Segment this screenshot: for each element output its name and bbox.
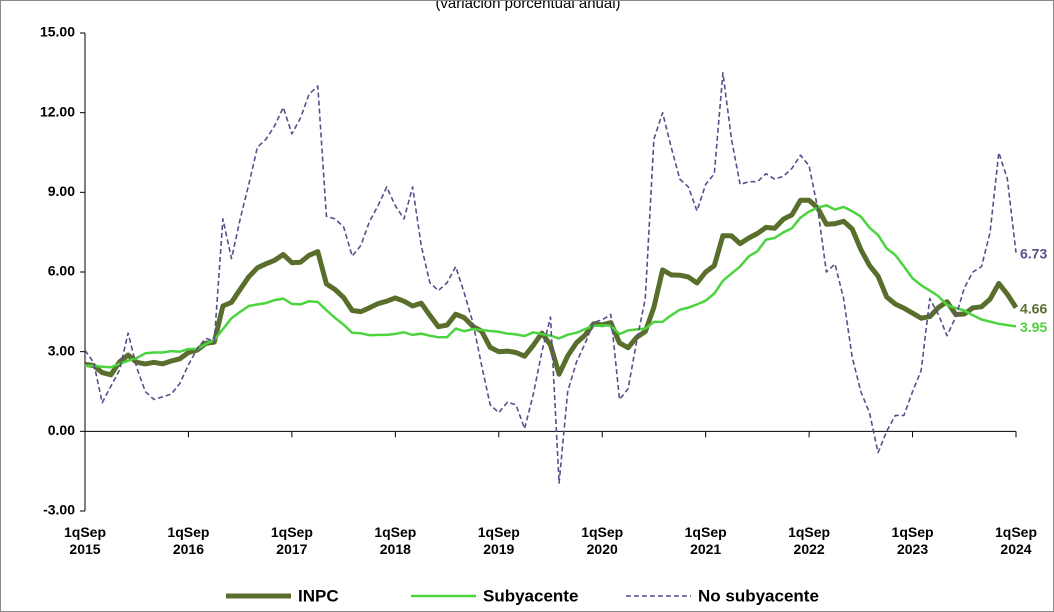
chart-subtitle: (variación porcentual anual) bbox=[435, 1, 620, 12]
x-tick-label: 1qSep 2020 bbox=[581, 524, 624, 557]
x-tick-label: 1qSep 2021 bbox=[684, 524, 727, 557]
y-tick-label: 12.00 bbox=[40, 103, 75, 119]
x-tick-label: 1qSep 2019 bbox=[477, 524, 520, 557]
y-tick-label: 3.00 bbox=[48, 342, 75, 358]
x-tick-label: 1qSep 2023 bbox=[891, 524, 934, 557]
series-line bbox=[85, 204, 1017, 369]
x-tick-label: 1qSep 2016 bbox=[167, 524, 210, 557]
y-tick-label: 6.00 bbox=[48, 263, 75, 279]
legend-label: INPC bbox=[298, 586, 339, 605]
end-label: 3.95 bbox=[1020, 319, 1047, 335]
x-tick-label: 1qSep 2018 bbox=[374, 524, 417, 557]
series-line bbox=[84, 197, 1019, 378]
end-label: 6.73 bbox=[1020, 245, 1047, 261]
x-tick-label: 1qSep 2024 bbox=[994, 524, 1037, 557]
end-label: 4.66 bbox=[1020, 300, 1047, 316]
y-tick-label: 0.00 bbox=[48, 422, 75, 438]
legend-label: No subyacente bbox=[698, 586, 819, 605]
legend-label: Subyacente bbox=[483, 586, 578, 605]
y-tick-label: 9.00 bbox=[48, 183, 75, 199]
x-tick-label: 1qSep 2015 bbox=[63, 524, 106, 557]
x-tick-label: 1qSep 2017 bbox=[270, 524, 313, 557]
y-tick-label: -3.00 bbox=[43, 502, 75, 518]
x-tick-label: 1qSep 2022 bbox=[788, 524, 831, 557]
y-tick-label: 15.00 bbox=[40, 24, 75, 40]
series-line bbox=[84, 72, 1017, 484]
